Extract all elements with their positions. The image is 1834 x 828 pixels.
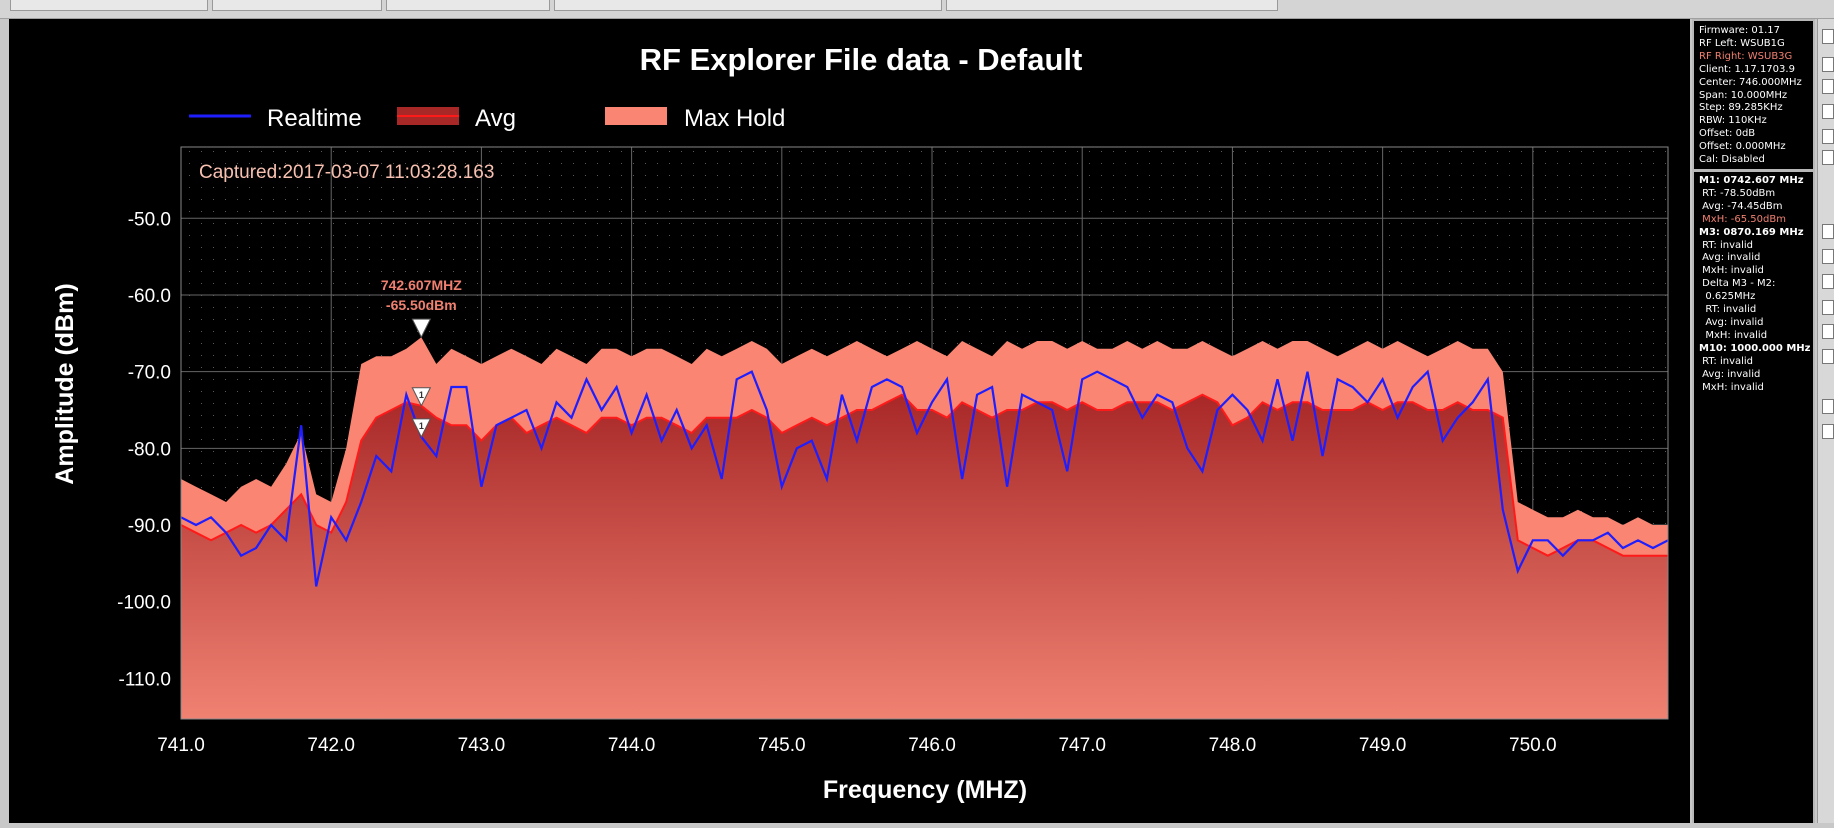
right-toolbar (1817, 19, 1834, 823)
y-tick-label: -60.0 (128, 286, 171, 307)
panel-toggle-icon[interactable] (1822, 150, 1834, 165)
marker-info-box: M1: 0742.607 MHz RT: -78.50dBm Avg: -74.… (1694, 172, 1813, 823)
device-info-line: Step: 89.285KHz (1699, 102, 1783, 114)
marker-info-line: MxH: invalid (1699, 329, 1768, 341)
marker-m1[interactable]: 742.607MHZ -65.50dBm 1 1 (381, 277, 462, 438)
x-tick-label: 749.0 (1359, 735, 1407, 756)
toolbar-tab[interactable] (212, 0, 382, 11)
legend-realtime-label: Realtime (267, 105, 362, 132)
spectrum-chart: RF Explorer File data - Default Realtime… (51, 42, 1669, 804)
device-info-line: RF Right: WSUB3G (1699, 50, 1793, 62)
marker-info-line: MxH: invalid (1699, 265, 1764, 277)
panel-toggle-icon[interactable] (1822, 424, 1834, 439)
panel-toggle-icon[interactable] (1822, 300, 1834, 315)
y-tick-label: -110.0 (119, 669, 171, 690)
toolbar-tab[interactable] (10, 0, 208, 11)
marker-info-line: M10: 1000.000 MHz (1699, 342, 1811, 354)
avg-area (181, 394, 1668, 719)
y-tick-label: -100.0 (117, 593, 171, 614)
marker-info-line: 0.625MHz (1699, 291, 1756, 303)
device-info-line: Cal: Disabled (1699, 154, 1765, 166)
marker-info-line: Delta M3 - M2: (1699, 278, 1776, 290)
panel-toggle-icon[interactable] (1822, 104, 1834, 119)
marker-info-line: M3: 0870.169 MHz (1699, 226, 1804, 238)
x-tick-label: 744.0 (608, 735, 656, 756)
x-tick-label: 743.0 (458, 735, 506, 756)
y-tick-label: -50.0 (128, 209, 171, 230)
toolbar-tab[interactable] (554, 0, 942, 11)
x-tick-label: 745.0 (758, 735, 806, 756)
marker-info-line: M1: 0742.607 MHz (1699, 175, 1804, 186)
panel-toggle-icon[interactable] (1822, 57, 1834, 72)
y-tick-label: -70.0 (128, 363, 171, 384)
avg-line (180, 393, 1668, 557)
marker-freq-label: 742.607MHZ (381, 277, 462, 293)
panel-toggle-icon[interactable] (1822, 249, 1834, 264)
x-axis-ticks: 741.0 742.0 743.0 744.0 745.0 746.0 747.0 748.0… (157, 735, 1556, 756)
panel-toggle-icon[interactable] (1822, 274, 1834, 289)
x-tick-label: 747.0 (1058, 735, 1106, 756)
marker-id: 1 (419, 421, 424, 431)
device-info-box: Firmware: 01.17 RF Left: WSUB1G RF Right: … (1694, 21, 1813, 169)
x-tick-label: 748.0 (1209, 735, 1257, 756)
x-tick-label: 742.0 (307, 735, 355, 756)
info-side-panel: Firmware: 01.17 RF Left: WSUB1G RF Right: … (1692, 19, 1815, 823)
marker-info-line: MxH: invalid (1699, 381, 1764, 393)
marker-triangle-icon[interactable] (411, 387, 432, 407)
device-info-line: Offset: 0dB (1699, 128, 1756, 140)
device-info-line: Center: 746.000MHz (1699, 76, 1802, 88)
realtime-line (180, 369, 1669, 587)
x-tick-label: 746.0 (908, 735, 956, 756)
x-tick-label: 741.0 (157, 735, 205, 756)
plot-window[interactable]: RF Explorer File data - Default Realtime… (9, 19, 1690, 823)
y-axis-label: Amplitude (dBm) (51, 283, 79, 484)
y-tick-label: -90.0 (128, 516, 171, 537)
marker-triangle-icon[interactable] (411, 418, 432, 438)
marker-info-line: MxH: -65.50dBm (1699, 213, 1786, 225)
x-axis-label: Frequency (MHZ) (823, 776, 1027, 804)
device-info-line: Span: 10.000MHz (1699, 89, 1788, 101)
device-info-line: Offset: 0.000MHz (1699, 141, 1786, 153)
marker-info-line: Avg: invalid (1699, 368, 1761, 380)
panel-toggle-icon[interactable] (1822, 349, 1834, 364)
marker-info-line: RT: invalid (1699, 239, 1754, 251)
device-info-line: RF Left: WSUB1G (1699, 37, 1785, 49)
marker-info-line: RT: -78.50dBm (1699, 187, 1776, 199)
marker-amp-label: -65.50dBm (386, 297, 457, 313)
y-tick-label: -80.0 (128, 439, 171, 460)
panel-toggle-icon[interactable] (1822, 79, 1834, 94)
legend-maxhold-label: Max Hold (684, 105, 785, 132)
marker-info-line: Avg: invalid (1699, 252, 1761, 264)
panel-toggle-icon[interactable] (1822, 224, 1834, 239)
y-axis-ticks: -50.0 -60.0 -70.0 -80.0 -90.0 -100.0 -110.0 (117, 209, 171, 690)
device-info-line: Firmware: 01.17 (1699, 25, 1781, 36)
marker-info-line: Avg: -74.45dBm (1699, 200, 1783, 212)
plot-border (180, 146, 1669, 720)
panel-toggle-icon[interactable] (1822, 324, 1834, 339)
marker-info-line: Avg: invalid (1699, 316, 1764, 328)
panel-toggle-icon[interactable] (1822, 29, 1834, 44)
toolbar-tab[interactable] (386, 0, 550, 11)
legend-avg-label: Avg (475, 105, 516, 132)
captured-timestamp: Captured:2017-03-07 11:03:28.163 (199, 162, 494, 183)
legend-maxhold-swatch (605, 107, 667, 125)
top-toolbar (0, 0, 1834, 19)
panel-toggle-icon[interactable] (1822, 129, 1834, 144)
device-info-line: Client: 1.17.1703.9 (1699, 63, 1795, 75)
x-tick-label: 750.0 (1509, 735, 1557, 756)
chart-title: RF Explorer File data - Default (640, 42, 1083, 77)
marker-id: 1 (419, 390, 424, 400)
device-info-line: RBW: 110KHz (1699, 115, 1767, 127)
marker-triangle-icon[interactable] (411, 318, 432, 339)
marker-info-line: RT: invalid (1699, 304, 1757, 316)
toolbar-tab[interactable] (946, 0, 1278, 11)
panel-toggle-icon[interactable] (1822, 399, 1834, 414)
legend: Realtime Avg Max Hold (189, 105, 785, 132)
marker-info-line: RT: invalid (1699, 355, 1754, 367)
